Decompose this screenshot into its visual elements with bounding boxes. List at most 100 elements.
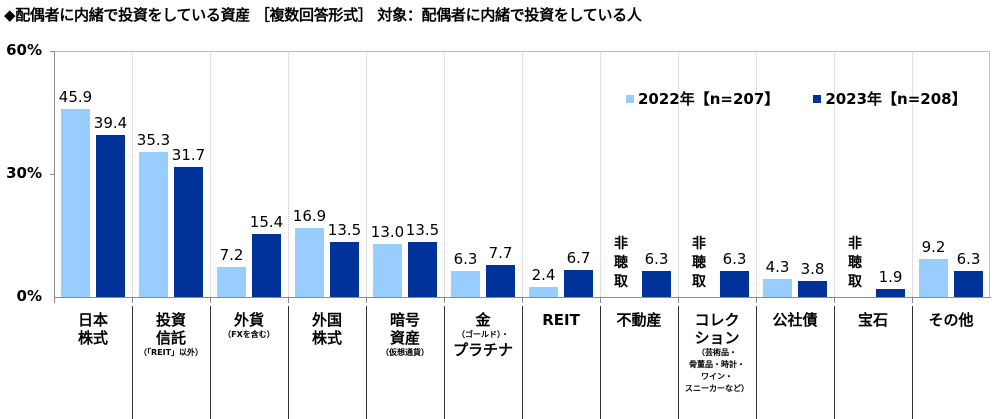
category-main: その他 [928, 311, 974, 329]
x-tick-mark [678, 297, 679, 303]
bar-2023 [252, 233, 281, 297]
category-label: 宝石 [834, 311, 912, 329]
bar-2022 [763, 279, 792, 297]
category-main: 外貨 [233, 311, 264, 329]
data-label: 6.3 [453, 250, 478, 269]
not-asked-label: 非聴取 [848, 236, 862, 290]
data-label: 9.2 [921, 238, 946, 257]
legend-label-2023: 2023年【n=208】 [825, 90, 967, 108]
bar-2023 [330, 241, 359, 297]
gridline [522, 51, 523, 297]
category-label: 投資 信託 （「REIT」以外） [132, 311, 210, 359]
data-label: 16.9 [292, 206, 327, 225]
category-label: 日本 株式 [54, 311, 132, 347]
category-separator [834, 306, 835, 419]
bar-2023 [564, 269, 593, 297]
data-label: 45.9 [58, 87, 93, 106]
category-sub: （ゴールド）・ [457, 330, 509, 339]
category-separator [444, 306, 445, 419]
category-main: コレク ション [694, 311, 740, 347]
data-label: 15.4 [249, 212, 284, 231]
legend-label-2022: 2022年【n=207】 [638, 90, 780, 108]
category-separator [288, 306, 289, 419]
data-label: 13.5 [327, 220, 362, 239]
category-separator [678, 306, 679, 419]
y-tick-mark [50, 51, 55, 52]
data-label: 6.3 [644, 250, 669, 269]
category-separator [132, 306, 133, 419]
data-label: 7.7 [488, 244, 513, 263]
gridline [756, 51, 757, 297]
category-separator [522, 306, 523, 419]
bar-2022 [529, 287, 558, 297]
category-label: 暗号 資産 （仮想通貨） [366, 311, 444, 359]
category-sub: （芸術品・ 骨董品・時計・ ワイン・ スニーカーなど） [685, 348, 749, 393]
legend-item-2023: 2023年【n=208】 [813, 88, 967, 109]
category-separator [210, 306, 211, 419]
bar-2023 [96, 135, 125, 297]
data-label: 13.5 [405, 220, 440, 239]
y-tick-mark [50, 174, 55, 175]
category-main: 金 [475, 311, 491, 329]
category-sub: （FXを含む） [223, 330, 275, 339]
gridline [678, 51, 679, 297]
category-label: 外貨 （FXを含む） [210, 311, 288, 341]
bar-2023 [954, 271, 983, 297]
data-label: 35.3 [136, 131, 171, 150]
category-sub: （仮想通貨） [381, 348, 429, 357]
bar-2023 [720, 271, 749, 297]
bar-2023 [408, 241, 437, 297]
category-separator [756, 306, 757, 419]
bar-2022 [919, 259, 948, 297]
x-tick-mark [132, 297, 133, 303]
category-label: 公社債 [756, 311, 834, 329]
gridline [444, 51, 445, 297]
category-main-2: プラチナ [452, 341, 513, 359]
legend-swatch-2023 [813, 94, 822, 103]
data-label: 1.9 [878, 268, 903, 287]
gridline [834, 51, 835, 297]
x-tick-mark [54, 297, 55, 303]
x-tick-mark [600, 297, 601, 303]
category-main: 外国 株式 [311, 311, 342, 347]
data-label: 6.3 [722, 250, 747, 269]
category-main: 公社債 [772, 311, 818, 329]
bar-2022 [373, 243, 402, 297]
gridline [210, 51, 211, 297]
legend: 2022年【n=207】 2023年【n=208】 [626, 88, 967, 109]
x-tick-mark [366, 297, 367, 303]
bar-2022 [295, 227, 324, 297]
data-label: 13.0 [370, 222, 405, 241]
category-label: コレク ション （芸術品・ 骨董品・時計・ ワイン・ スニーカーなど） [678, 311, 756, 395]
legend-item-2022: 2022年【n=207】 [626, 88, 779, 109]
data-label: 7.2 [219, 246, 244, 265]
x-tick-mark [522, 297, 523, 303]
category-label: その他 [912, 311, 990, 329]
category-main: 日本 株式 [77, 311, 108, 347]
bar-2022 [139, 152, 168, 297]
bar-2023 [876, 289, 905, 297]
bar-2023 [174, 167, 203, 297]
x-tick-mark [834, 297, 835, 303]
not-asked-label: 非聴取 [614, 236, 628, 290]
category-main: 暗号 資産 [389, 311, 420, 347]
bar-2022 [451, 271, 480, 297]
y-tick-0: 0% [16, 287, 42, 305]
data-label: 3.8 [800, 260, 825, 279]
y-tick-30: 30% [6, 164, 42, 182]
x-tick-mark [288, 297, 289, 303]
x-tick-mark [912, 297, 913, 303]
x-tick-mark [210, 297, 211, 303]
category-label: 金（ゴールド）・プラチナ [444, 311, 522, 359]
category-label: REIT [522, 311, 600, 329]
bar-2022 [217, 267, 246, 297]
gridline [912, 51, 913, 297]
x-tick-mark [444, 297, 445, 303]
gridline [600, 51, 601, 297]
category-main: 宝石 [857, 311, 888, 329]
gridline [366, 51, 367, 297]
category-main: REIT [542, 311, 580, 329]
not-asked-label: 非聴取 [692, 236, 706, 290]
x-axis [54, 297, 991, 298]
category-separator [912, 306, 913, 419]
